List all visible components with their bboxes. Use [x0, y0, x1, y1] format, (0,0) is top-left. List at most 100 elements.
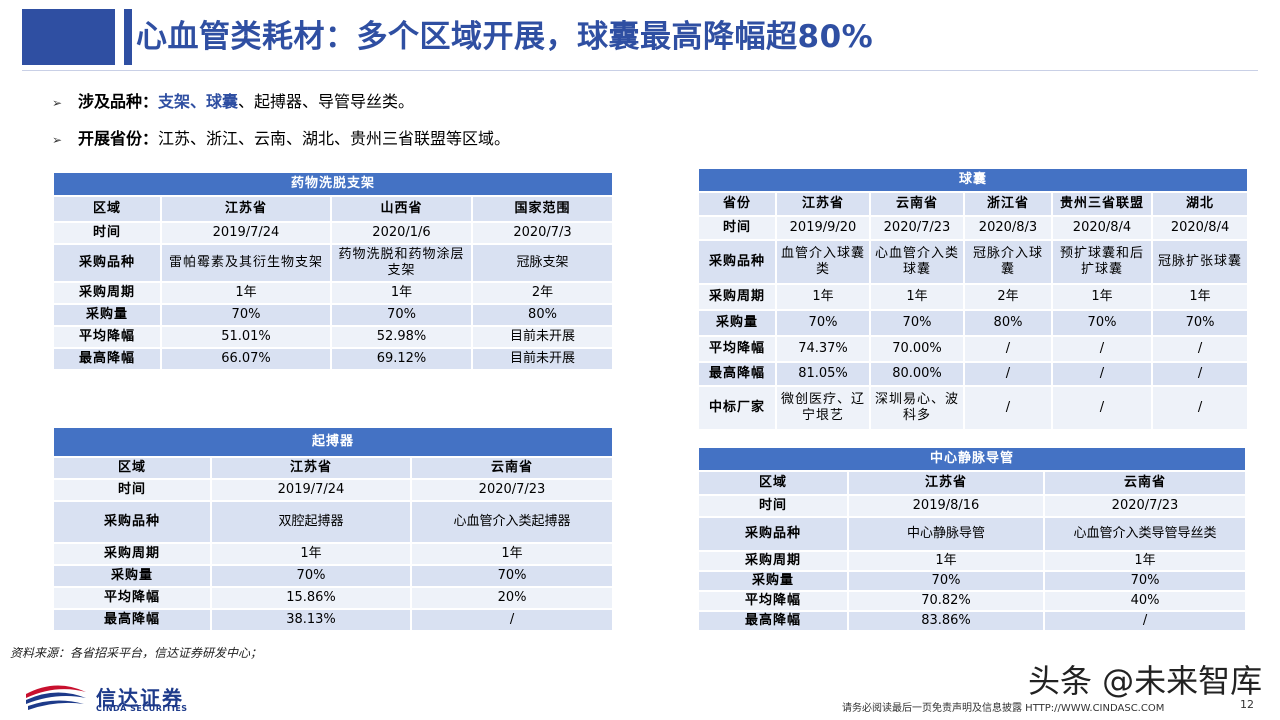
table-cell: 70%: [869, 309, 965, 337]
table-cell: /: [963, 361, 1053, 387]
table-cell: 2020/7/3: [470, 221, 615, 245]
table-cell: 平均降幅: [697, 335, 777, 363]
table-cell: 70%: [847, 570, 1045, 592]
table-row: 时间 2019/9/20 2020/7/23 2020/8/3 2020/8/4…: [697, 215, 1250, 241]
table-row: 省份 江苏省 云南省 浙江省 贵州三省联盟 湖北: [697, 191, 1250, 217]
table-cell: 2020/7/23: [1042, 494, 1248, 518]
table-cell: 66.07%: [160, 347, 332, 371]
table-cell: 采购品种: [697, 516, 849, 552]
table-cell: 湖北: [1150, 191, 1250, 217]
table-cell: 70.00%: [869, 335, 965, 363]
table-row: 平均降幅 74.37% 70.00% / / /: [697, 335, 1250, 363]
watermark: 头条 @未来智库: [1028, 662, 1263, 700]
table-row: 采购量 70% 70% 80% 70% 70%: [697, 309, 1250, 337]
table-cell: 平均降幅: [52, 586, 212, 610]
table-cell: 深圳易心、波科多: [869, 385, 965, 431]
table-cell: 江苏省: [160, 195, 332, 223]
table-cell: 1年: [1042, 550, 1248, 572]
table-cell: 平均降幅: [52, 325, 162, 349]
table-title: 药物洗脱支架: [51, 171, 615, 197]
source-note: 资料来源：各省招采平台，信达证券研发中心；: [10, 646, 263, 660]
table-cell: 80%: [470, 303, 615, 327]
table-row: 平均降幅 51.01% 52.98% 目前未开展: [52, 325, 615, 349]
title-accent-block: [22, 9, 115, 65]
table-cell: 时间: [52, 221, 162, 245]
table-cell: 最高降幅: [52, 608, 212, 632]
table-cell: 药物洗脱和药物涂层支架: [330, 243, 473, 283]
table-cell: 最高降幅: [52, 347, 162, 371]
table-title: 中心静脉导管: [696, 446, 1248, 472]
table-cell: /: [1150, 361, 1250, 387]
catheter-table: 中心静脉导管 区域 江苏省 云南省 时间 2019/8/16 2020/7/23…: [696, 446, 1248, 632]
table-row: 中标厂家 微创医疗、辽宁垠艺 深圳易心、波科多 / / /: [697, 385, 1250, 431]
table-row: 区域 江苏省 云南省: [52, 456, 615, 480]
table-cell: 云南省: [869, 191, 965, 217]
table-cell: 70%: [160, 303, 332, 327]
table-cell: 采购品种: [52, 243, 162, 283]
table-cell: 1年: [1051, 283, 1153, 311]
table-cell: 雷帕霉素及其衍生物支架: [160, 243, 332, 283]
pacemaker-table: 起搏器 区域 江苏省 云南省 时间 2019/7/24 2020/7/23 采购…: [51, 426, 615, 632]
balloon-table: 球囊 省份 江苏省 云南省 浙江省 贵州三省联盟 湖北 时间 2019/9/20…: [696, 167, 1250, 431]
table-title-row: 药物洗脱支架: [51, 171, 615, 197]
table-cell: 1年: [869, 283, 965, 311]
table-cell: 1年: [775, 283, 871, 311]
brand-name-en: CINDA SECURITIES: [96, 704, 188, 713]
table-cell: 心血管介入类球囊: [869, 239, 965, 285]
table-cell: 采购品种: [52, 500, 212, 544]
table-cell: 2020/8/4: [1051, 215, 1153, 241]
table-cell: 冠脉扩张球囊: [1150, 239, 1250, 285]
table-row: 采购周期 1年 1年: [697, 550, 1248, 572]
table-cell: 最高降幅: [697, 361, 777, 387]
table-cell: 2019/8/16: [847, 494, 1045, 518]
table-row: 采购品种 中心静脉导管 心血管介入类导管导丝类: [697, 516, 1248, 552]
title-divider: [22, 70, 1258, 71]
table-cell: 1年: [1150, 283, 1250, 311]
table-cell: 70%: [210, 564, 412, 588]
table-row: 最高降幅 81.05% 80.00% / / /: [697, 361, 1250, 387]
table-title-row: 起搏器: [51, 426, 615, 458]
table-row: 采购品种 血管介入球囊类 心血管介入类球囊 冠脉介入球囊 预扩球囊和后扩球囊 冠…: [697, 239, 1250, 285]
arrow-bullet-icon: ➢: [52, 96, 63, 110]
table-cell: 中心静脉导管: [847, 516, 1045, 552]
page-title: 心血管类耗材：多个区域开展，球囊最高降幅超80%: [136, 19, 874, 55]
table-cell: 血管介入球囊类: [775, 239, 871, 285]
title-accent-bar: [124, 9, 132, 65]
table-cell: 采购周期: [697, 283, 777, 311]
table-row: 时间 2019/7/24 2020/7/23: [52, 478, 615, 502]
table-row: 采购周期 1年 1年 2年 1年 1年: [697, 283, 1250, 311]
table-cell: 2019/7/24: [210, 478, 412, 502]
table-row: 采购周期 1年 1年 2年: [52, 281, 615, 305]
table-title-row: 球囊: [696, 167, 1250, 193]
table-cell: 采购周期: [52, 542, 212, 566]
bullet-key: 涉及品种：: [78, 92, 159, 111]
bullet-varieties: ➢ 涉及品种：支架、球囊、起搏器、导管导丝类。: [52, 89, 414, 115]
table-row: 采购周期 1年 1年: [52, 542, 615, 566]
table-cell: /: [963, 335, 1053, 363]
table-cell: 1年: [847, 550, 1045, 572]
table-row: 时间 2019/8/16 2020/7/23: [697, 494, 1248, 518]
table-title-row: 中心静脉导管: [696, 446, 1248, 472]
table-cell: 采购品种: [697, 239, 777, 285]
table-cell: 38.13%: [210, 608, 412, 632]
table-cell: 时间: [697, 215, 777, 241]
table-cell: 2020/7/23: [409, 478, 615, 502]
table-cell: 15.86%: [210, 586, 412, 610]
table-cell: 80.00%: [869, 361, 965, 387]
table-cell: 区域: [52, 456, 212, 480]
table-cell: 心血管介入类导管导丝类: [1042, 516, 1248, 552]
table-cell: 区域: [697, 470, 849, 496]
cinda-logo-icon: [26, 685, 86, 710]
table-cell: 云南省: [409, 456, 615, 480]
table-cell: /: [963, 385, 1053, 431]
table-cell: 时间: [697, 494, 849, 518]
table-cell: 江苏省: [775, 191, 871, 217]
table-cell: 山西省: [330, 195, 473, 223]
bullet-provinces: ➢ 开展省份：江苏、浙江、云南、湖北、贵州三省联盟等区域。: [52, 126, 510, 152]
table-cell: 83.86%: [847, 610, 1045, 632]
table-cell: 2019/9/20: [775, 215, 871, 241]
table-cell: 69.12%: [330, 347, 473, 371]
table-cell: 70%: [1150, 309, 1250, 337]
table-cell: 81.05%: [775, 361, 871, 387]
table-cell: 最高降幅: [697, 610, 849, 632]
